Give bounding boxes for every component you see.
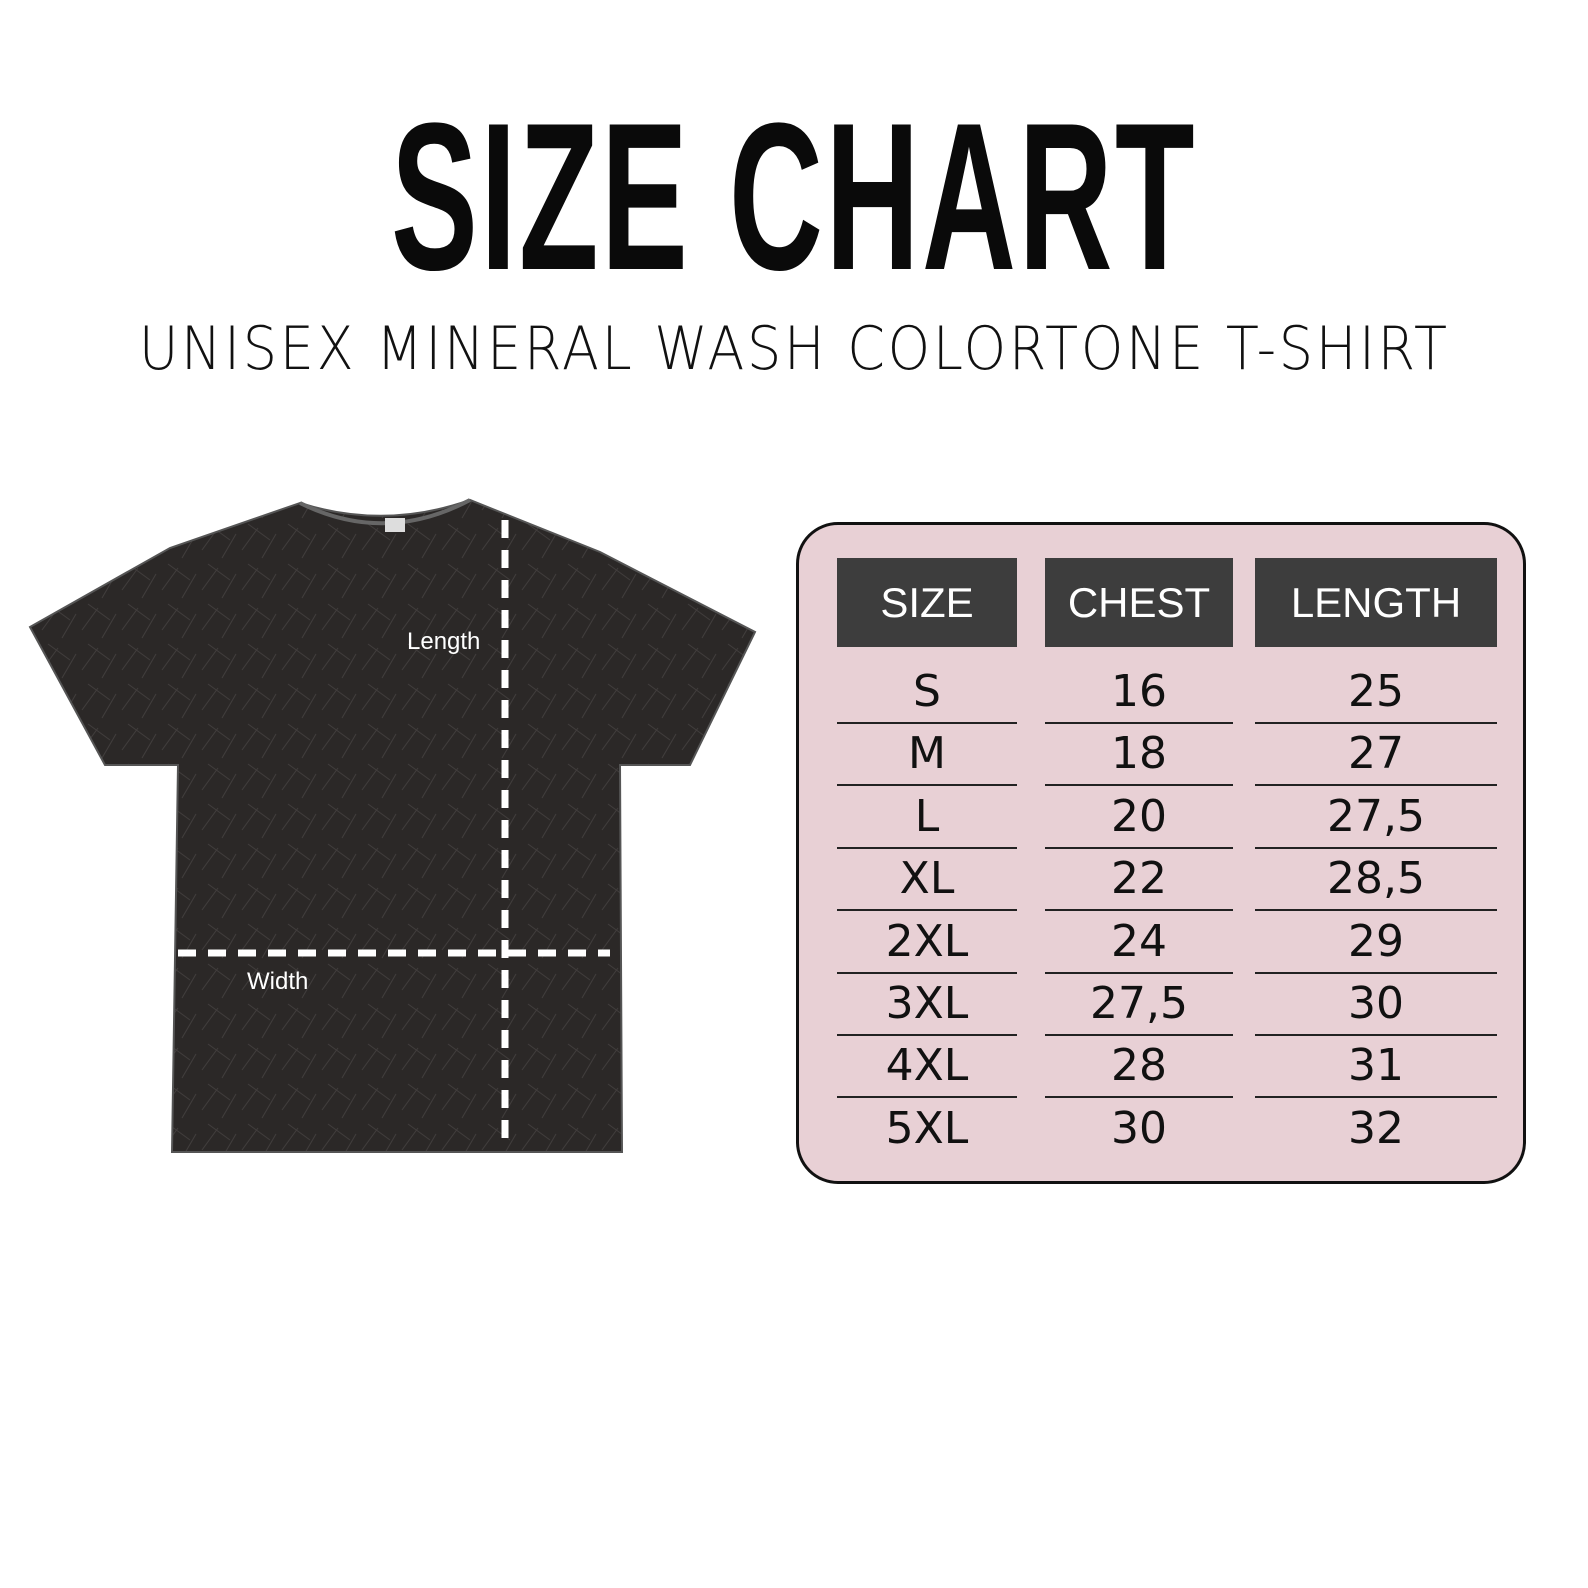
cell-chest: 20 bbox=[1111, 790, 1167, 842]
row-divider bbox=[837, 722, 1017, 724]
row-divider bbox=[1045, 971, 1233, 974]
row-divider bbox=[837, 846, 1017, 849]
cell-chest: 28 bbox=[1111, 1040, 1167, 1092]
row-divider bbox=[1045, 846, 1233, 849]
cell-chest: 18 bbox=[1111, 728, 1167, 780]
row-divider bbox=[837, 971, 1017, 974]
row-divider bbox=[1255, 971, 1497, 974]
row-divider bbox=[1255, 1096, 1497, 1099]
cell-size: S bbox=[913, 666, 941, 717]
row-divider bbox=[837, 784, 1017, 787]
cell-length: 25 bbox=[1348, 666, 1404, 717]
cell-length: 31 bbox=[1348, 1040, 1404, 1092]
header-size: SIZE bbox=[837, 558, 1017, 647]
row-divider bbox=[837, 1096, 1017, 1099]
cell-size: L bbox=[914, 790, 940, 842]
cell-size: 5XL bbox=[885, 1102, 969, 1154]
cell-size: 2XL bbox=[885, 915, 969, 967]
page-title: SIZE CHART bbox=[0, 92, 1588, 302]
cell-size: M bbox=[908, 728, 946, 780]
header-length: LENGTH bbox=[1255, 558, 1497, 647]
cell-size: XL bbox=[899, 853, 955, 905]
cell-length: 27 bbox=[1348, 728, 1404, 780]
subtitle-text: UNISEX MINERAL WASH COLORTONE T-SHIRT bbox=[138, 314, 1450, 384]
cell-chest: 16 bbox=[1111, 666, 1167, 717]
cell-length: 29 bbox=[1348, 915, 1404, 967]
header-chest: CHEST bbox=[1045, 558, 1233, 647]
row-divider bbox=[1255, 784, 1497, 787]
row-divider bbox=[1045, 722, 1233, 724]
tshirt-body bbox=[28, 498, 757, 1153]
cell-length: 27,5 bbox=[1327, 790, 1425, 842]
row-divider bbox=[1255, 1034, 1497, 1036]
cell-size: 4XL bbox=[885, 1040, 969, 1092]
cell-length: 28,5 bbox=[1327, 853, 1425, 905]
row-divider bbox=[837, 909, 1017, 912]
cell-chest: 22 bbox=[1111, 853, 1167, 905]
cell-chest: 27,5 bbox=[1090, 978, 1188, 1029]
row-divider bbox=[1045, 909, 1233, 912]
row-divider bbox=[1045, 1096, 1233, 1099]
cell-length: 30 bbox=[1348, 978, 1404, 1029]
row-divider bbox=[1045, 784, 1233, 787]
width-label: Width bbox=[247, 968, 309, 995]
row-divider bbox=[1255, 846, 1497, 849]
cell-size: 3XL bbox=[885, 978, 969, 1029]
page-subtitle: UNISEX MINERAL WASH COLORTONE T-SHIRT bbox=[0, 318, 1588, 380]
row-divider bbox=[837, 1034, 1017, 1036]
row-divider bbox=[1255, 722, 1497, 724]
title-text: SIZE CHART bbox=[391, 79, 1197, 314]
row-divider bbox=[1255, 909, 1497, 912]
cell-length: 32 bbox=[1348, 1102, 1404, 1154]
cell-chest: 24 bbox=[1111, 915, 1167, 967]
cell-chest: 30 bbox=[1111, 1102, 1167, 1154]
row-divider bbox=[1045, 1034, 1233, 1036]
tshirt-illustration bbox=[28, 498, 757, 1153]
length-label: Length bbox=[407, 628, 481, 655]
tshirt-tag bbox=[385, 518, 405, 532]
